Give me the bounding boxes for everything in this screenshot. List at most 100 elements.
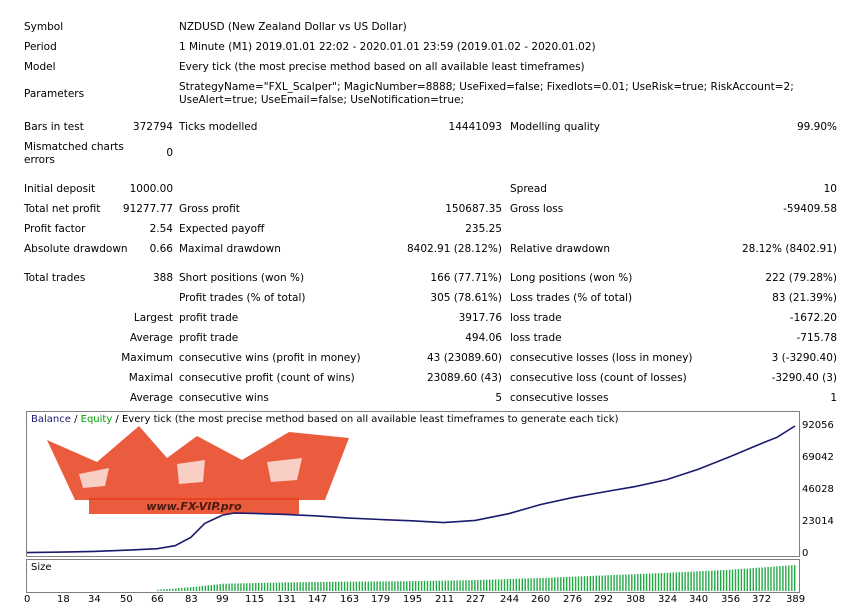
x-tick-label: 308 [626, 594, 646, 605]
bars-label: Bars in test [24, 121, 84, 133]
size-bar [506, 579, 509, 591]
rel-dd-value: 28.12% (8402.91) [742, 243, 837, 255]
size-bar [548, 577, 550, 591]
size-bar [794, 565, 796, 591]
size-bar [213, 584, 215, 591]
watermark-logo: www.FX-VIP.pro [47, 426, 349, 514]
size-bar [216, 584, 218, 591]
symbol-label: Symbol [24, 21, 64, 33]
size-bar [305, 582, 307, 591]
size-bar [207, 585, 209, 591]
loss-trades-label: Loss trades (% of total) [510, 292, 633, 304]
size-bar [444, 580, 446, 591]
size-bar [397, 581, 399, 591]
maximal-profit-label: consecutive profit (count of wins) [179, 372, 355, 384]
size-bar [412, 581, 414, 591]
size-bar [598, 575, 600, 591]
payoff-value: 235.25 [465, 223, 502, 235]
legend-balance: Balance [31, 414, 71, 425]
size-bar [204, 585, 207, 591]
size-bar [545, 577, 547, 591]
x-tick-label: 99 [216, 594, 229, 605]
x-tick-label: 66 [151, 594, 164, 605]
size-bar [249, 583, 251, 591]
size-bar [352, 581, 355, 591]
size-bar [195, 586, 198, 591]
size-bar [663, 572, 666, 591]
x-tick-label: 276 [563, 594, 583, 605]
size-bar [720, 570, 722, 591]
size-bar [666, 572, 669, 591]
size-bar [714, 570, 716, 591]
size-bar [261, 582, 263, 591]
size-bar [329, 581, 331, 591]
size-bar [370, 581, 372, 591]
size-bar [542, 577, 544, 591]
total-trades-label: Total trades [24, 272, 86, 284]
size-bar [690, 571, 692, 591]
size-bar [349, 581, 352, 591]
size-bar [530, 578, 532, 591]
net-profit-value: 91277.77 [122, 203, 173, 215]
maximum-label: Maximum [121, 352, 173, 364]
size-bar [175, 588, 177, 591]
model-value: Every tick (the most precise method base… [179, 61, 585, 73]
x-tick-label: 83 [185, 594, 198, 605]
size-bar [788, 565, 790, 591]
largest-profit-label: profit trade [179, 312, 239, 324]
size-bar [533, 578, 535, 591]
average-loss-value: -715.78 [796, 332, 837, 344]
size-bar [471, 580, 473, 591]
size-bar [610, 575, 612, 591]
x-tick-label: 115 [245, 594, 265, 605]
size-bar [252, 583, 254, 591]
x-tick-label: 147 [308, 594, 328, 605]
x-tick-label: 372 [752, 594, 772, 605]
size-bar [743, 568, 746, 591]
rel-dd-label: Relative drawdown [510, 243, 611, 255]
size-bar [637, 574, 639, 591]
size-bar [355, 581, 358, 591]
size-bar [515, 578, 517, 591]
size-bar [509, 579, 512, 591]
size-bar [414, 581, 417, 591]
size-bar [228, 583, 230, 591]
gross-profit-label: Gross profit [179, 203, 240, 215]
size-bar [734, 569, 737, 591]
largest-loss-value: -1672.20 [789, 312, 837, 324]
size-bar [693, 571, 695, 591]
size-bar [702, 571, 704, 591]
size-bar [767, 567, 769, 591]
size-bar [512, 578, 515, 591]
max-losses-label: consecutive losses (loss in money) [510, 352, 693, 364]
size-bar [314, 582, 316, 591]
size-bar [643, 573, 645, 591]
size-bar [400, 581, 402, 591]
avg-losses-label: consecutive losses [510, 392, 609, 404]
balance-line [27, 425, 796, 554]
long-value: 222 (79.28%) [765, 272, 837, 284]
abs-dd-value: 0.66 [149, 243, 173, 255]
size-bar [163, 589, 165, 591]
x-tick-label: 244 [500, 594, 520, 605]
size-bar [648, 573, 651, 591]
size-bar [563, 577, 565, 591]
gross-loss-value: -59409.58 [783, 203, 837, 215]
average-label: Average [129, 332, 173, 344]
size-bar [240, 583, 242, 591]
size-chart-svg [157, 565, 796, 592]
average-profit-value: 494.06 [465, 332, 502, 344]
x-tick-label: 227 [466, 594, 486, 605]
size-bar [494, 579, 497, 591]
size-bar [272, 582, 275, 591]
profit-trades-value: 305 (78.61%) [430, 292, 502, 304]
size-bar [740, 568, 743, 591]
size-bar [483, 579, 485, 591]
size-bar [678, 572, 680, 591]
size-bar [554, 577, 556, 591]
max-wins-label: consecutive wins (profit in money) [179, 352, 361, 364]
average-loss-label: loss trade [510, 332, 562, 344]
x-tick-label: 18 [57, 594, 70, 605]
size-bar [557, 577, 559, 591]
size-bar [468, 580, 470, 591]
